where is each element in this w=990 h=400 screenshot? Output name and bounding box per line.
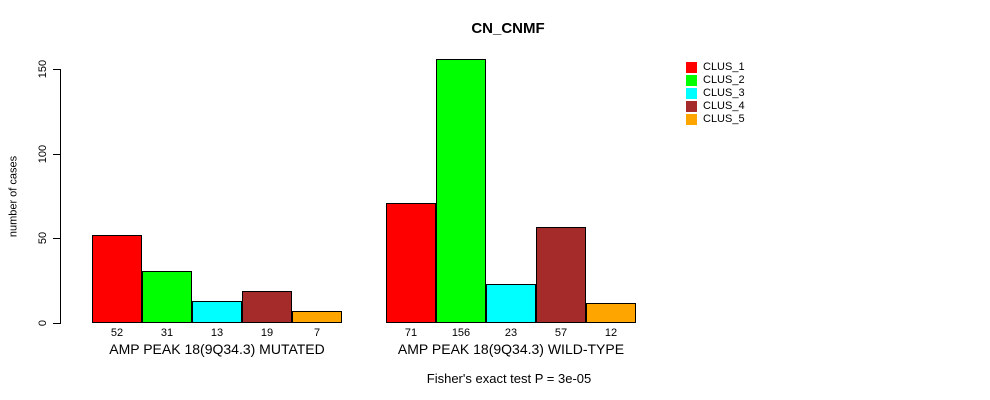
y-tick-mark — [53, 238, 60, 240]
legend-swatch-icon — [686, 113, 697, 125]
legend-swatch-icon — [686, 100, 697, 112]
y-axis-line — [60, 69, 61, 324]
bar-clus_4-group1 — [242, 290, 292, 323]
bar-value-label: 19 — [260, 327, 274, 339]
bar-clus_3-group1 — [192, 301, 242, 323]
y-tick-mark — [53, 153, 60, 155]
group-label-2: AMP PEAK 18(9Q34.3) WILD-TYPE — [397, 341, 625, 357]
bar-clus_3-group2 — [486, 284, 536, 323]
legend-item: CLUS_1 — [686, 61, 745, 74]
y-tick-label: 0 — [37, 319, 49, 327]
bar-clus_5-group1 — [292, 311, 342, 323]
legend-item: CLUS_4 — [686, 100, 745, 113]
legend: CLUS_1 CLUS_2 CLUS_3 CLUS_4 CLUS_5 — [686, 61, 745, 125]
bar-value-label: 13 — [210, 327, 224, 339]
chart-title: CN_CNMF — [471, 20, 545, 37]
bar-value-label: 71 — [404, 327, 418, 339]
group-label-1: AMP PEAK 18(9Q34.3) MUTATED — [109, 341, 325, 357]
bar-value-label: 57 — [554, 327, 568, 339]
legend-label: CLUS_5 — [703, 113, 745, 125]
bar-clus_2-group2 — [436, 59, 486, 323]
y-tick-label: 50 — [37, 232, 49, 245]
legend-item: CLUS_2 — [686, 74, 745, 87]
bar-value-label: 12 — [604, 327, 618, 339]
bar-clus_2-group1 — [142, 270, 192, 323]
legend-label: CLUS_2 — [703, 74, 745, 87]
bar-value-label: 7 — [313, 327, 321, 339]
bar-value-label: 31 — [160, 327, 174, 339]
bar-value-label: 23 — [504, 327, 518, 339]
bar-value-label: 156 — [451, 327, 471, 339]
legend-item: CLUS_5 — [686, 113, 745, 126]
legend-label: CLUS_4 — [703, 100, 745, 113]
bar-clus_1-group2 — [386, 202, 436, 323]
bar-clus_5-group2 — [586, 302, 636, 323]
bar-clus_4-group2 — [536, 226, 586, 323]
y-tick-label: 100 — [37, 144, 49, 163]
y-tick-mark — [53, 323, 60, 324]
annotation-text: Fisher's exact test P = 3e-05 — [426, 371, 592, 386]
y-axis-label: number of cases — [7, 155, 19, 237]
y-tick-label: 150 — [37, 59, 49, 79]
legend-label: CLUS_1 — [703, 61, 745, 74]
y-tick-mark — [53, 69, 60, 71]
bar-value-label: 52 — [110, 327, 124, 339]
legend-swatch-icon — [686, 74, 697, 86]
legend-swatch-icon — [686, 61, 697, 73]
bar-clus_1-group1 — [92, 235, 142, 323]
legend-item: CLUS_3 — [686, 87, 745, 100]
legend-swatch-icon — [686, 87, 697, 99]
legend-label: CLUS_3 — [703, 87, 745, 100]
